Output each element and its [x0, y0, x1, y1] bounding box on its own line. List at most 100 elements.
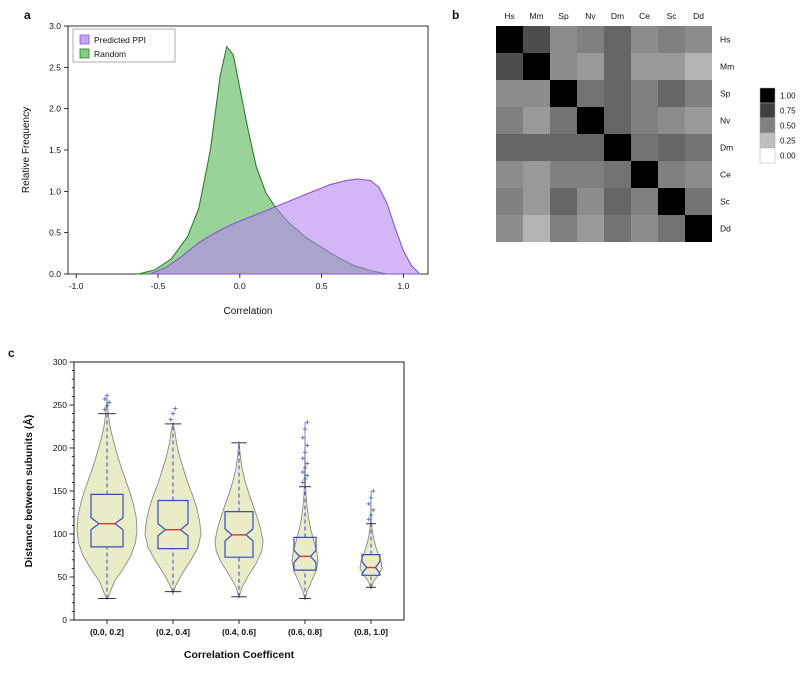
- legend-box: [72, 28, 176, 63]
- heatmap-cell: [496, 134, 523, 161]
- heatmap-row-label: Sp: [720, 89, 731, 99]
- violin-group: [144, 406, 202, 596]
- heatmap-colorbar: 1.00 0.75 0.50 0.25 0.00: [759, 87, 796, 164]
- violin-group: [214, 441, 264, 600]
- heatmap-cell: [685, 188, 712, 215]
- heatmap-cell: [496, 188, 523, 215]
- heatmap-cell: [685, 80, 712, 107]
- heatmap-cell: [685, 215, 712, 242]
- x-tick-label: -0.5: [151, 281, 166, 291]
- heatmap-cell: [604, 161, 631, 188]
- species-heatmap: Hs Mm Sp Nv Dm Ce Sc Dd Hs Mm Sp Nv Dm Ce Sc Dd 1.00 0.75…: [496, 11, 796, 242]
- y-tick-label: 2.0: [49, 104, 61, 114]
- x-category-label: (0.8, 1.0]: [354, 627, 388, 637]
- heatmap-col-label: Hs: [504, 11, 514, 21]
- heatmap-cell: [658, 53, 685, 80]
- y-tick-label: 0: [62, 615, 67, 625]
- x-axis-label: Correlation: [224, 306, 273, 317]
- heatmap-cell: [685, 134, 712, 161]
- heatmap-cell: [523, 134, 550, 161]
- heatmap-row-label: Dm: [720, 143, 733, 153]
- heatmap-row-label: Sc: [720, 197, 731, 207]
- heatmap-row-label: Hs: [720, 35, 730, 45]
- heatmap-cell: [658, 134, 685, 161]
- heatmap-cell: [496, 161, 523, 188]
- x-tick-label: -1.0: [69, 281, 84, 291]
- heatmap-cell: [658, 107, 685, 134]
- y-tick-label: 2.5: [49, 62, 61, 72]
- heatmap-col-label: Ce: [639, 11, 650, 21]
- x-category-label: (0.2, 0.4]: [156, 627, 190, 637]
- legend-label: Predicted PPI: [94, 35, 146, 45]
- heatmap-cell: [577, 161, 604, 188]
- heatmap-cell: [658, 26, 685, 53]
- density-chart: -1.0 -0.5 0.0 0.5 1.0 0.0 0.5 1.0 1.5 2.0 2.5 3.0 Co…: [21, 21, 429, 317]
- heatmap-row-label: Nv: [720, 116, 731, 126]
- heatmap-grid: [496, 26, 712, 242]
- heatmap-cell: [604, 188, 631, 215]
- y-tick-label: 0.5: [49, 228, 61, 238]
- heatmap-cell: [577, 53, 604, 80]
- heatmap-cell: [550, 134, 577, 161]
- heatmap-cell: [577, 107, 604, 134]
- y-axis-label: Distance between subunits (Å): [22, 415, 35, 568]
- heatmap-col-label: Nv: [585, 11, 596, 21]
- x-axis-label: Correlation Coefficent: [184, 649, 295, 661]
- y-tick-label: 300: [53, 357, 67, 367]
- x-category-label: (0.0, 0.2]: [90, 627, 124, 637]
- heatmap-cell: [604, 215, 631, 242]
- heatmap-cell: [550, 107, 577, 134]
- y-tick-label: 250: [53, 400, 67, 410]
- heatmap-cell: [685, 107, 712, 134]
- y-tick-label: 3.0: [49, 21, 61, 31]
- legend-label: Random: [94, 49, 126, 59]
- heatmap-cell: [577, 26, 604, 53]
- heatmap-cell: [631, 215, 658, 242]
- y-tick-label: 150: [53, 486, 67, 496]
- heatmap-cell: [550, 188, 577, 215]
- panel-a-label: a: [24, 8, 31, 22]
- heatmap-col-label: Sp: [558, 11, 569, 21]
- heatmap-cell: [658, 80, 685, 107]
- heatmap-cell: [550, 161, 577, 188]
- heatmap-col-label: Sc: [667, 11, 678, 21]
- heatmap-cell: [577, 215, 604, 242]
- colorbar-swatch: [759, 117, 776, 134]
- heatmap-cell: [604, 80, 631, 107]
- heatmap-cell: [604, 107, 631, 134]
- colorbar-swatch: [759, 132, 776, 149]
- violin-group: [291, 420, 319, 601]
- heatmap-cell: [685, 161, 712, 188]
- notched-box: [90, 493, 124, 548]
- y-tick-label: 0.0: [49, 269, 61, 279]
- heatmap-cell: [577, 188, 604, 215]
- heatmap-cell: [631, 188, 658, 215]
- heatmap-cell: [550, 215, 577, 242]
- heatmap-row-label: Dd: [720, 224, 731, 234]
- heatmap-cell: [658, 215, 685, 242]
- heatmap-cell: [658, 188, 685, 215]
- heatmap-cell: [523, 80, 550, 107]
- colorbar-tick-label: 0.25: [780, 137, 796, 146]
- density-area-predicted-ppi: [149, 178, 422, 275]
- heatmap-cell: [577, 134, 604, 161]
- heatmap-cell: [496, 215, 523, 242]
- heatmap-cell: [523, 26, 550, 53]
- heatmap-cell: [604, 53, 631, 80]
- violin-body: [214, 441, 264, 600]
- colorbar-tick-label: 1.00: [780, 92, 796, 101]
- x-tick-label: 0.0: [234, 281, 246, 291]
- notched-box: [224, 511, 254, 558]
- heatmap-row-label: Ce: [720, 170, 731, 180]
- heatmap-cell: [550, 26, 577, 53]
- heatmap-cell: [631, 161, 658, 188]
- notched-box: [293, 536, 317, 571]
- heatmap-cell: [550, 53, 577, 80]
- y-axis-label: Relative Frequency: [21, 107, 32, 193]
- colorbar-tick-label: 0.00: [780, 152, 796, 161]
- heatmap-cell: [496, 80, 523, 107]
- colorbar-tick-label: 0.75: [780, 107, 796, 116]
- heatmap-cell: [631, 80, 658, 107]
- colorbar-swatch: [759, 102, 776, 119]
